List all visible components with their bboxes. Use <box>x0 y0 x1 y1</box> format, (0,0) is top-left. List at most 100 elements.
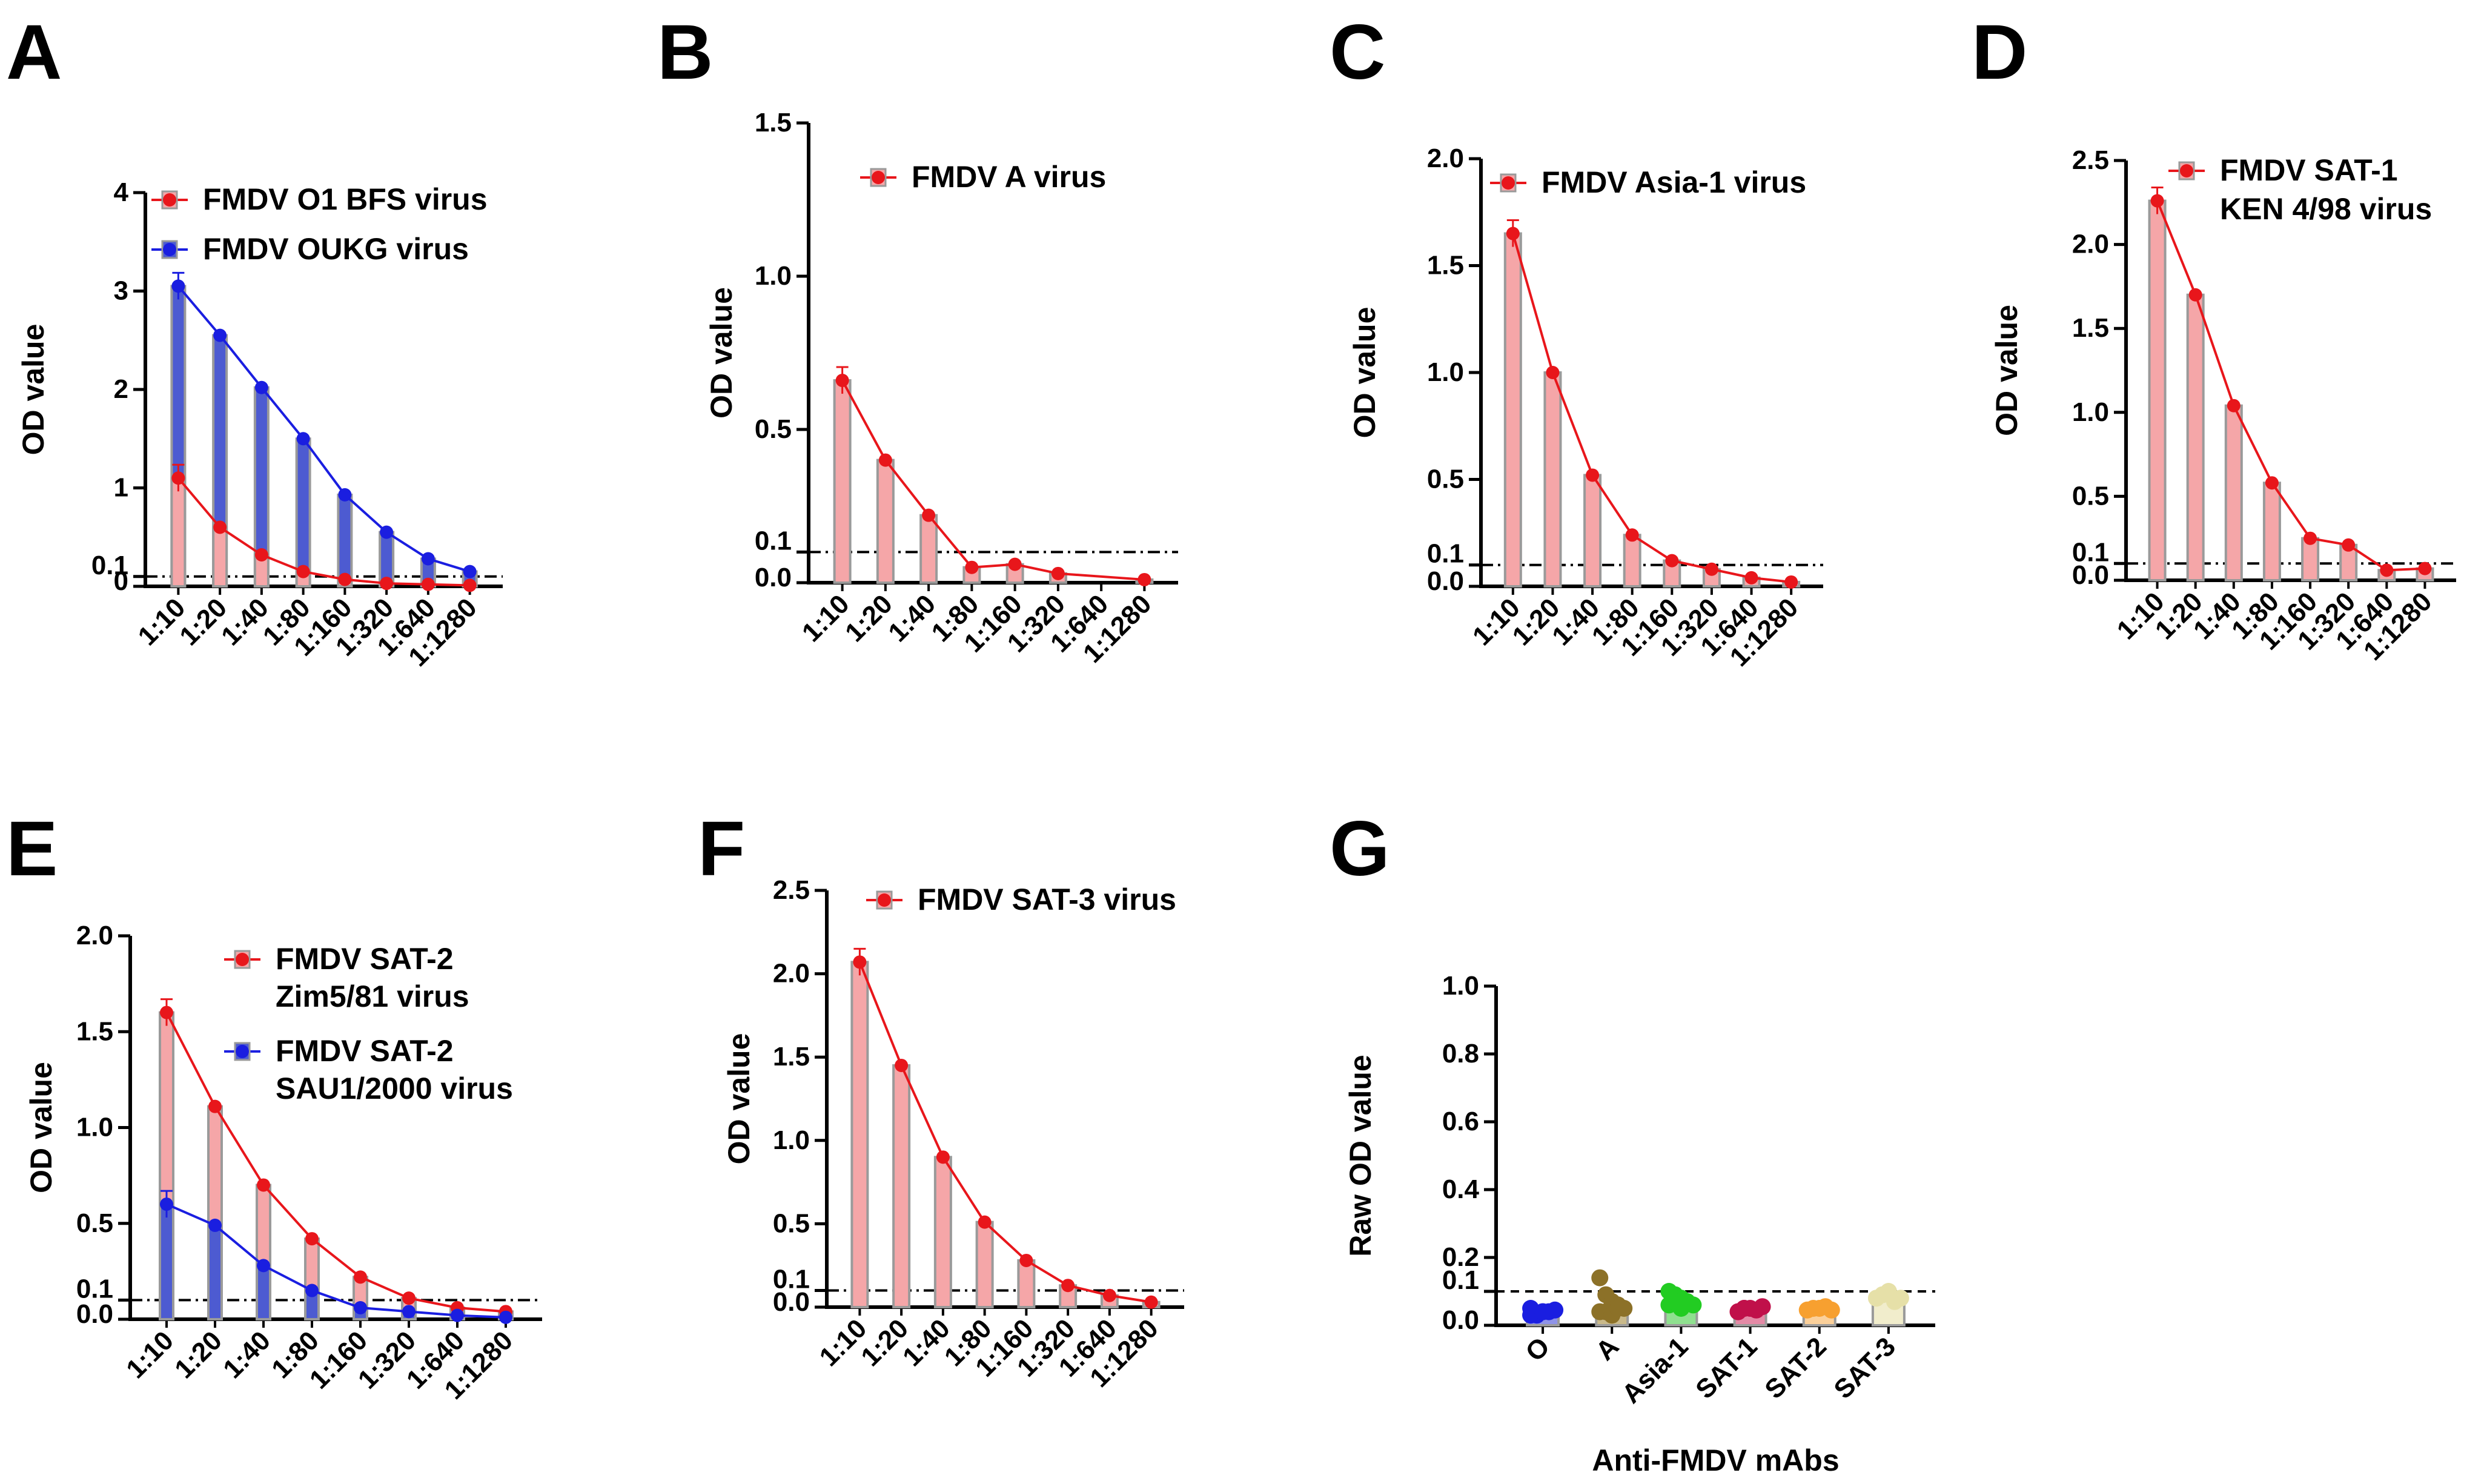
data-point <box>213 328 227 342</box>
series-line <box>165 1012 506 1313</box>
series-line <box>177 285 471 573</box>
data-point <box>1823 1301 1840 1319</box>
data-point <box>895 1058 909 1072</box>
data-point <box>296 565 310 578</box>
data-point <box>1586 468 1600 482</box>
legend-marker <box>872 171 885 184</box>
data-point <box>421 577 435 591</box>
y-tick-label: 1.0 <box>76 1113 113 1142</box>
x-tick-label: SAT-1 <box>1690 1331 1763 1405</box>
data-point <box>213 520 227 534</box>
legend-label: Zim5/81 virus <box>276 979 469 1013</box>
y-tick-label: 0.0 <box>1427 566 1464 596</box>
y-tick-label: 0.5 <box>755 414 792 444</box>
series-line <box>858 961 1151 1303</box>
data-point <box>380 525 394 539</box>
data-point <box>936 1150 950 1164</box>
bar <box>2186 293 2205 581</box>
legend-label: FMDV O1 BFS virus <box>203 182 488 216</box>
bar <box>1623 534 1641 588</box>
data-point <box>1665 554 1679 568</box>
bar <box>207 1224 223 1321</box>
y-tick-label: 2.0 <box>1427 144 1464 173</box>
data-point <box>2265 476 2279 490</box>
legend-label: FMDV SAT-1 <box>2220 153 2398 187</box>
bar <box>170 477 187 588</box>
data-point <box>1138 572 1151 586</box>
y-tick-label: 1.5 <box>2072 313 2109 343</box>
y-tick-label: 0.0 <box>76 1299 113 1329</box>
legend-label: SAU1/2000 virus <box>276 1072 513 1105</box>
data-point <box>1061 1279 1075 1293</box>
x-tick-label: SAT-2 <box>1759 1331 1832 1405</box>
bar <box>295 437 311 588</box>
y-tick-label: 1.5 <box>773 1042 810 1072</box>
bar <box>337 493 353 588</box>
data-point <box>1625 528 1639 542</box>
x-tick-label: Asia-1 <box>1616 1331 1694 1409</box>
data-point <box>878 453 892 467</box>
data-point <box>208 1099 222 1113</box>
y-tick-label: 0.5 <box>1427 465 1464 494</box>
x-axis-label: Anti-FMDV mAbs <box>1592 1443 1839 1477</box>
panel-label: D <box>1972 9 2027 96</box>
y-tick-label: 1 <box>114 473 128 503</box>
legend-label: FMDV SAT-2 <box>276 942 454 976</box>
legend-marker <box>1502 176 1515 190</box>
data-point <box>160 1005 173 1019</box>
y-axis-label: Raw OD value <box>1343 1055 1377 1256</box>
series-line <box>166 1203 506 1319</box>
y-tick-label: 1.5 <box>1427 251 1464 280</box>
y-tick-label: 0.5 <box>76 1208 113 1238</box>
x-tick-label: A <box>1590 1331 1625 1366</box>
series-line <box>1511 233 1792 583</box>
data-point <box>1744 571 1758 585</box>
y-tick-label: 0.1 <box>1427 539 1464 569</box>
data-point <box>1704 562 1718 576</box>
x-tick-label: 1:40 <box>217 1325 276 1384</box>
bar <box>876 459 895 584</box>
bar <box>2301 537 2320 582</box>
legend-label: FMDV Asia-1 virus <box>1542 165 1806 199</box>
bar <box>159 1203 174 1320</box>
data-point <box>2342 538 2356 552</box>
y-tick-label: 0.1 <box>76 1274 113 1303</box>
data-point <box>354 1301 367 1315</box>
y-tick-label: 0.1 <box>91 551 128 580</box>
data-point <box>1051 566 1065 580</box>
bar <box>256 1264 271 1320</box>
y-tick-label: 2 <box>114 374 128 404</box>
x-tick-label: 1:10 <box>797 589 855 648</box>
bar <box>2262 482 2281 581</box>
x-tick-label: SAT-3 <box>1828 1331 1901 1405</box>
data-point <box>1506 227 1520 240</box>
panel-label: A <box>6 9 62 96</box>
y-tick-label: 0.0 <box>2072 560 2109 590</box>
y-tick-label: 0.0 <box>1442 1305 1479 1335</box>
data-point <box>922 508 936 522</box>
data-point <box>451 1308 464 1322</box>
data-point <box>835 374 849 388</box>
data-point <box>171 279 185 293</box>
y-tick-label: 3 <box>114 276 128 306</box>
data-point <box>853 955 867 969</box>
data-point <box>380 577 394 591</box>
panel-label: G <box>1330 806 1390 892</box>
x-tick-label: O <box>1520 1331 1555 1367</box>
bar <box>1543 371 1562 588</box>
bar <box>1583 474 1602 588</box>
legend-marker <box>878 893 891 907</box>
y-tick-label: 0.5 <box>773 1208 810 1238</box>
x-tick-label: 1:20 <box>169 1325 228 1384</box>
y-axis-label: OD value <box>704 287 738 419</box>
data-point <box>1735 1300 1753 1317</box>
data-point <box>978 1215 992 1229</box>
data-point <box>208 1218 222 1232</box>
y-tick-label: 2.0 <box>2072 230 2109 259</box>
series-line <box>2156 200 2425 572</box>
bar <box>833 379 852 584</box>
bar <box>975 1221 994 1308</box>
panel-label: B <box>657 9 713 96</box>
data-point <box>254 380 268 394</box>
y-tick-label: 1.0 <box>773 1125 810 1155</box>
